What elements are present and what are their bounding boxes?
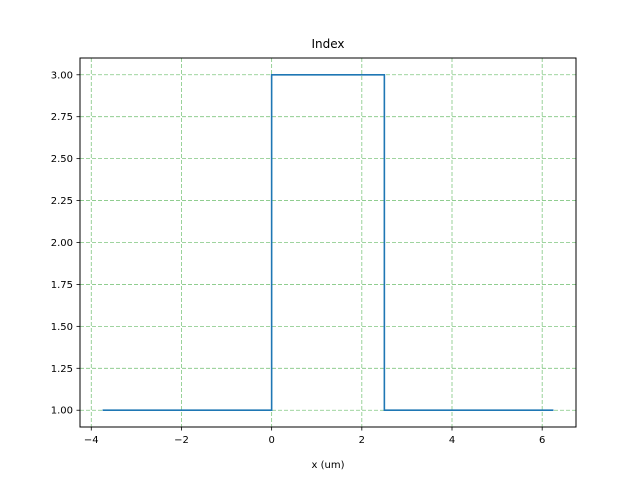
- x-axis-label: x (um): [312, 460, 345, 471]
- x-tick-label: 2: [359, 435, 365, 446]
- y-axis-ticks: 1.00 1.25 1.50 1.75 2.00 2.25 2.50 2.75 3.00: [51, 70, 80, 417]
- chart-title: Index: [311, 37, 344, 51]
- grid: [80, 58, 576, 427]
- y-tick-label: 1.75: [51, 280, 73, 291]
- y-tick-label: 2.50: [51, 154, 73, 165]
- y-tick-label: 1.25: [51, 364, 73, 375]
- x-tick-label: −4: [84, 435, 99, 446]
- y-tick-label: 3.00: [51, 70, 73, 81]
- x-tick-label: −2: [174, 435, 189, 446]
- index-profile-line: [102, 73, 554, 412]
- y-tick-label: 1.00: [51, 406, 73, 417]
- series-layer: [102, 73, 554, 412]
- x-axis-ticks: −4 −2 0 2 4 6: [84, 427, 545, 446]
- y-tick-label: 2.00: [51, 238, 73, 249]
- x-tick-label: 4: [449, 435, 455, 446]
- y-tick-label: 2.25: [51, 196, 73, 207]
- x-tick-label: 6: [539, 435, 545, 446]
- y-tick-label: 1.50: [51, 322, 73, 333]
- y-tick-label: 2.75: [51, 112, 73, 123]
- x-tick-label: 0: [268, 435, 274, 446]
